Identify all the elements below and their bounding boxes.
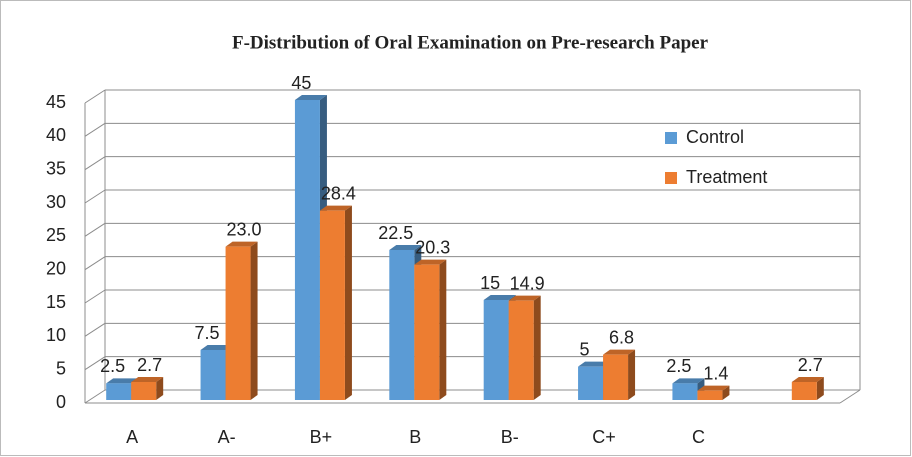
bar-front xyxy=(106,383,132,400)
data-label: 2.5 xyxy=(666,356,691,376)
bar-side xyxy=(533,295,541,400)
data-label: 15 xyxy=(480,273,500,293)
bar-front xyxy=(200,350,226,400)
x-tick-label: A- xyxy=(218,427,236,447)
bar-side xyxy=(816,377,824,400)
grid-line xyxy=(84,289,106,304)
grid-line xyxy=(84,156,106,171)
bar-top xyxy=(200,345,233,350)
data-label: 1.4 xyxy=(703,363,728,383)
x-tick-label: C xyxy=(692,427,705,447)
data-label: 5 xyxy=(580,339,590,359)
bar xyxy=(508,295,541,400)
data-label: 7.5 xyxy=(195,323,220,343)
grid-line xyxy=(84,389,106,404)
grid-line xyxy=(84,122,106,137)
bar-top xyxy=(131,377,164,382)
bar-front xyxy=(319,210,345,400)
y-tick-label: 5 xyxy=(56,358,66,378)
bar-front xyxy=(578,366,604,400)
y-tick-label: 30 xyxy=(46,192,66,212)
bar-front xyxy=(389,250,415,400)
bar xyxy=(791,377,824,400)
legend-label: Treatment xyxy=(686,167,767,187)
bar-top xyxy=(414,259,447,265)
data-label: 14.9 xyxy=(510,273,545,293)
bar-side xyxy=(344,205,352,400)
bar-front xyxy=(483,300,509,400)
bar-front xyxy=(697,390,723,400)
y-tick-label: 25 xyxy=(46,225,66,245)
data-label: 20.3 xyxy=(415,237,450,257)
bar-top xyxy=(508,295,541,301)
bar xyxy=(131,377,164,400)
bar-side xyxy=(628,349,636,400)
bar-side xyxy=(156,377,164,400)
bar xyxy=(697,385,730,400)
bar-top xyxy=(106,378,139,384)
bar-front xyxy=(225,246,251,400)
grid-line xyxy=(84,222,106,237)
grid-line xyxy=(84,322,106,337)
floor-right xyxy=(839,389,861,404)
grid-line xyxy=(84,189,106,204)
bar-side xyxy=(439,259,447,400)
bar-front xyxy=(791,382,817,400)
bar-front xyxy=(131,382,157,400)
y-tick-label: 45 xyxy=(46,92,66,112)
bar xyxy=(603,349,636,400)
legend-label: Control xyxy=(686,127,744,147)
data-label: 2.7 xyxy=(137,355,162,375)
bar xyxy=(319,205,352,400)
y-tick-label: 40 xyxy=(46,125,66,145)
data-label: 2.7 xyxy=(798,355,823,375)
y-tick-label: 0 xyxy=(56,392,66,412)
grid-line xyxy=(84,89,106,104)
chart-title: F-Distribution of Oral Examination on Pr… xyxy=(232,32,709,53)
grid-line xyxy=(84,356,106,371)
y-tick-label: 15 xyxy=(46,292,66,312)
bar-top xyxy=(225,241,258,247)
data-label: 23.0 xyxy=(227,219,262,239)
y-tick-label: 10 xyxy=(46,325,66,345)
legend-swatch xyxy=(665,132,677,144)
bar-front xyxy=(672,383,698,400)
x-tick-label: C+ xyxy=(592,427,616,447)
data-label: 45 xyxy=(291,73,311,93)
bar-front xyxy=(414,264,440,400)
bar-top xyxy=(319,205,352,211)
data-label: 2.5 xyxy=(100,356,125,376)
data-label: 28.4 xyxy=(321,183,356,203)
bar-side xyxy=(250,241,258,400)
bar-top xyxy=(294,95,327,100)
bar-top xyxy=(389,245,422,250)
y-tick-label: 35 xyxy=(46,158,66,178)
bar-top xyxy=(697,385,730,391)
bar-top xyxy=(578,361,611,367)
legend-swatch xyxy=(665,172,677,184)
bar xyxy=(225,241,258,400)
bar-front xyxy=(508,300,534,400)
bar-top xyxy=(672,378,705,384)
bar-top xyxy=(603,349,636,355)
x-tick-label: B- xyxy=(501,427,519,447)
y-tick-label: 20 xyxy=(46,258,66,278)
bar-top xyxy=(483,295,516,300)
bar-top xyxy=(791,377,824,382)
bar-side xyxy=(722,385,730,400)
x-tick-label: B xyxy=(409,427,421,447)
bar-front xyxy=(603,354,629,400)
x-tick-label: A xyxy=(126,427,138,447)
data-label: 6.8 xyxy=(609,327,634,347)
data-label: 22.5 xyxy=(378,223,413,243)
x-tick-label: B+ xyxy=(310,427,333,447)
grid-line xyxy=(84,256,106,271)
bar-front xyxy=(294,100,320,400)
bar xyxy=(414,259,447,400)
